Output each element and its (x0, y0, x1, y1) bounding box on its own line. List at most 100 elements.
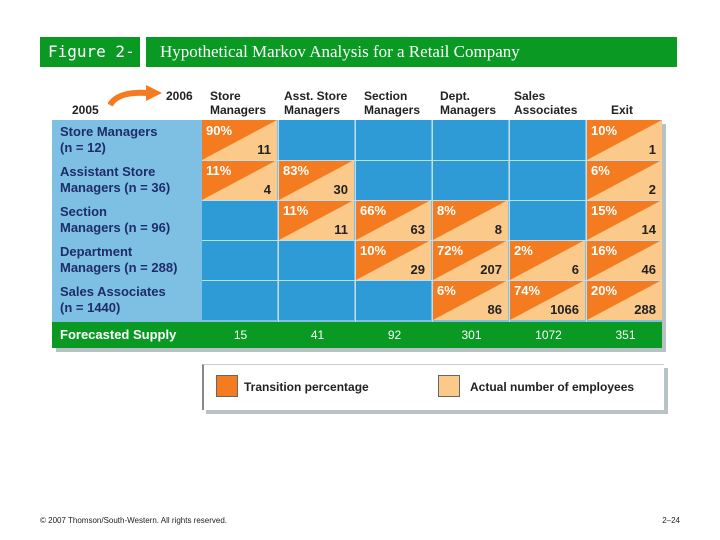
grid-line (509, 120, 510, 322)
column-header-line: Managers (210, 103, 267, 117)
actual-count-triangle (587, 160, 662, 200)
actual-employee-count: 29 (410, 262, 425, 277)
row-label: Department Managers (n = 288) (60, 244, 202, 276)
markov-table: Sales Associates (n = 1440) 6% 86 74% 1066 20%… (52, 120, 662, 348)
column-header: Dept. Managers (440, 89, 496, 117)
actual-count-triangle (279, 160, 354, 200)
row-label: Store Managers (n = 12) (60, 124, 202, 156)
column-header: Section Managers (364, 89, 420, 117)
transition-percentage: 66% (360, 203, 387, 218)
empty-cell (356, 280, 431, 320)
actual-employee-count: 207 (480, 262, 502, 277)
figure-label: Figure 2-6 (40, 37, 140, 91)
actual-count-shape (356, 240, 431, 280)
empty-cell (356, 160, 431, 200)
forecasted-supply-label: Forecasted Supply (60, 327, 177, 342)
to-year-label: 2006 (166, 89, 193, 103)
forecasted-supply-value: 1072 (535, 328, 562, 342)
actual-employee-count: 4 (263, 182, 271, 197)
column-header-line: Managers (364, 103, 421, 117)
transition-cell: 10% 1 (587, 120, 662, 160)
actual-employee-count: 11 (334, 222, 348, 237)
actual-count-shape (433, 240, 508, 280)
transition-percentage: 90% (206, 123, 233, 138)
transition-percentage: 10% (591, 123, 618, 138)
actual-employee-count: 1 (648, 142, 656, 157)
actual-count-shape (202, 160, 277, 200)
actual-count-triangle (510, 240, 585, 280)
actual-employee-count: 86 (487, 302, 502, 317)
empty-cell (356, 120, 431, 160)
row-label-line: Store Managers (60, 124, 158, 139)
actual-employee-count: 8 (494, 222, 502, 237)
transition-cell: 66% 63 (356, 200, 431, 240)
transition-swatch (216, 375, 238, 397)
table-row: Sales Associates (n = 1440) 6% 86 74% 1066 20%… (52, 280, 662, 320)
actual-count-shape (510, 240, 585, 280)
column-header-line: Section (364, 89, 408, 103)
transition-percentage: 11% (206, 163, 232, 178)
column-header-line: Managers (284, 103, 341, 117)
transition-cell: 90% 11 (202, 120, 277, 160)
actual-count-shape (587, 160, 662, 200)
transition-percentage: 2% (514, 243, 533, 258)
actual-count-shape (279, 160, 354, 200)
empty-cell (433, 160, 508, 200)
grid-line (202, 280, 662, 281)
actual-employee-count: 2 (648, 182, 656, 197)
transition-cell: 10% 29 (356, 240, 431, 280)
empty-cell (279, 240, 354, 280)
page-number: 2–24 (662, 516, 680, 525)
forecasted-supply-row: Forecasted Supply 15 41 92 301 1072 351 (52, 322, 662, 348)
actual-count-shape (279, 200, 354, 240)
row-label-line: Managers (n = 288) (60, 260, 178, 275)
row-label-line: (n = 12) (60, 140, 106, 155)
forecasted-supply-value: 41 (310, 328, 325, 342)
transition-cell: 15% 14 (587, 200, 662, 240)
actual-employee-count: 6 (571, 262, 579, 277)
transition-cell: 20% 288 (587, 280, 662, 320)
transition-cell: 83% 30 (279, 160, 354, 200)
row-label-line: Managers (n = 96) (60, 220, 171, 235)
transition-percentage: 74% (514, 283, 541, 298)
column-header-line: Sales (514, 89, 546, 103)
actual-count-triangle (587, 120, 662, 160)
column-header: Sales Associates (514, 89, 577, 117)
empty-cell (510, 160, 585, 200)
row-label: Assistant Store Managers (n = 36) (60, 164, 202, 196)
transition-cell: 74% 1066 (510, 280, 585, 320)
actual-employee-count: 1066 (550, 302, 579, 317)
row-label-line: Department (60, 244, 133, 259)
empty-cell (279, 120, 354, 160)
row-label: Sales Associates (n = 1440) (60, 284, 202, 316)
transition-cell: 8% 8 (433, 200, 508, 240)
actual-count-shape (587, 240, 662, 280)
actual-employee-count: 63 (410, 222, 425, 237)
from-year-label: 2005 (72, 103, 99, 117)
transition-cell: 2% 6 (510, 240, 585, 280)
actual-count-shape (433, 280, 508, 320)
actual-count-triangle (587, 240, 662, 280)
transition-percentage: 11% (283, 203, 309, 218)
transition-percentage: 10% (360, 243, 387, 258)
actual-count-triangle (433, 240, 508, 280)
actual-count-shape (587, 280, 662, 320)
empty-cell (510, 120, 585, 160)
legend-transition-label: Transition percentage (244, 380, 369, 394)
column-header: Exit (611, 89, 633, 117)
transition-percentage: 83% (283, 163, 310, 178)
transition-percentage: 15% (591, 203, 618, 218)
transition-percentage: 16% (591, 243, 618, 258)
table-row: Store Managers (n = 12) 90% 11 10% 1 (52, 120, 662, 160)
transition-percentage: 20% (591, 283, 618, 298)
row-label: Section Managers (n = 96) (60, 204, 202, 236)
forecasted-supply-value: 92 (387, 328, 402, 342)
table-row: Assistant Store Managers (n = 36) 11% 4 83% 3… (52, 160, 662, 200)
year-arrow-icon (108, 85, 162, 107)
grid-line (202, 240, 662, 241)
table-row: Department Managers (n = 288) 10% 29 72% 207 2… (52, 240, 662, 280)
empty-cell (202, 280, 277, 320)
actual-count-triangle (433, 280, 508, 320)
column-header: Asst. Store Managers (284, 89, 347, 117)
actual-swatch (438, 375, 460, 397)
